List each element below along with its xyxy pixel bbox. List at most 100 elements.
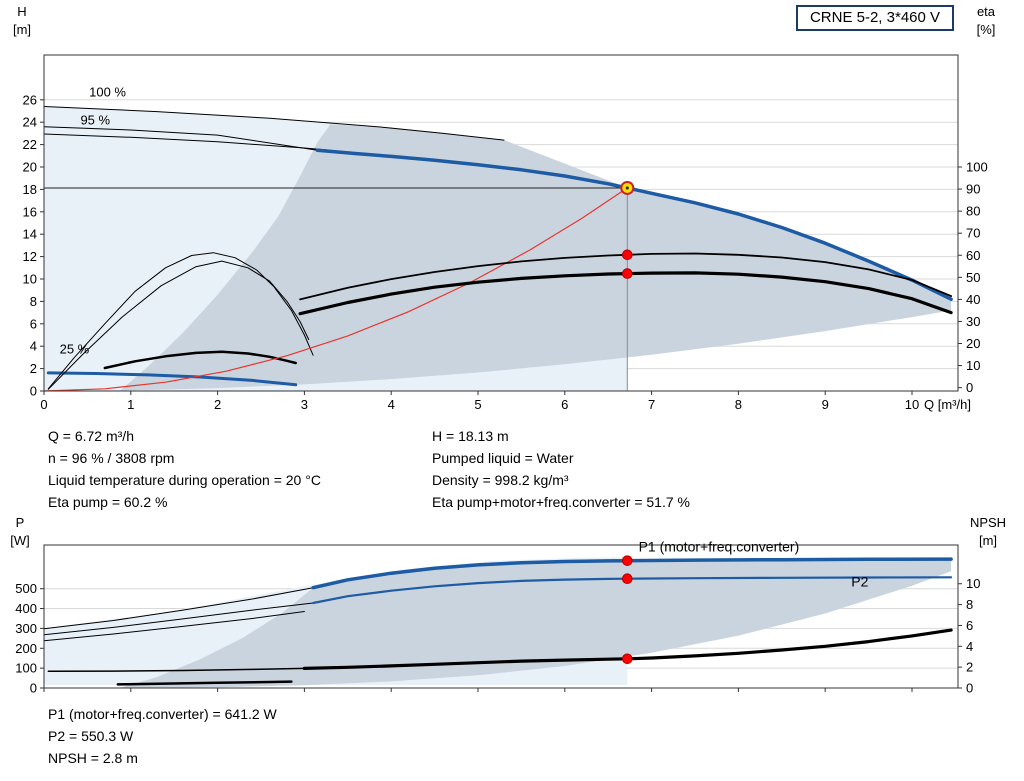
axis-title: H [17, 4, 26, 19]
y-left-tick-label: 0 [30, 681, 37, 696]
x-tick-label: 6 [561, 397, 568, 412]
duty-info-left: Q = 6.72 m³/h n = 96 % / 3808 rpm Liquid… [48, 425, 321, 513]
axis-title: [m] [979, 533, 997, 548]
y-left-tick-label: 22 [23, 137, 37, 152]
x-tick-label: 0 [40, 397, 47, 412]
envelope-gray [120, 559, 952, 688]
y-left-tick-label: 6 [30, 316, 37, 331]
y-left-tick-label: 4 [30, 339, 37, 354]
axis-title: [W] [10, 533, 30, 548]
y-left-tick-label: 300 [15, 621, 37, 636]
y-left-tick-label: 20 [23, 160, 37, 175]
y-left-tick-label: 100 [15, 661, 37, 676]
x-tick-label: 4 [388, 397, 395, 412]
series-eta-bell-1 [47, 252, 314, 390]
info-liquid-temp: Liquid temperature during operation = 20… [48, 472, 321, 488]
x-tick-label: 9 [822, 397, 829, 412]
x-tick-label: 7 [648, 397, 655, 412]
duty-info-right: H = 18.13 m Pumped liquid = Water Densit… [432, 425, 690, 513]
series-p2-curve [312, 576, 953, 605]
axis-title: NPSH [970, 515, 1006, 530]
y-left-tick-label: 200 [15, 641, 37, 656]
curve-label: 100 % [89, 84, 126, 99]
x-tick-label: 5 [474, 397, 481, 412]
qh-chart[interactable]: 0246810121416182022242601020304050607080… [0, 0, 1024, 430]
series-pump-curve-25 [46, 371, 298, 387]
y-right-tick-label: 40 [966, 292, 980, 307]
x-tick-label: 8 [735, 397, 742, 412]
y-right-tick-label: 20 [966, 336, 980, 351]
result-dot [621, 573, 633, 585]
x-tick-label: 2 [214, 397, 221, 412]
curve-label: 25 % [60, 341, 90, 356]
y-right-tick-label: 4 [966, 639, 973, 654]
info-head: H = 18.13 m [432, 428, 509, 444]
info-eta-pump: Eta pump = 60.2 % [48, 494, 168, 510]
series-eta-25 [103, 350, 297, 370]
power-info: P1 (motor+freq.converter) = 641.2 W P2 =… [48, 703, 277, 769]
pump-type-box: CRNE 5-2, 3*460 V [796, 5, 954, 31]
info-density: Density = 998.2 kg/m³ [432, 472, 569, 488]
y-right-tick-label: 80 [966, 204, 980, 219]
x-axis-title: Q [m³/h] [924, 397, 971, 412]
y-left-tick-label: 24 [23, 115, 37, 130]
y-left-tick-label: 18 [23, 182, 37, 197]
series-p-min [116, 680, 293, 686]
envelope-gray [120, 124, 952, 391]
power-npsh-chart[interactable]: 0 100 200 300 400 500 0 2 4 6 8 10 P [W] NPSH [m] P1 (mo… [0, 515, 1024, 710]
y-right-tick-label: 90 [966, 182, 980, 197]
y-left-tick-label: 26 [23, 92, 37, 107]
info-p2: P2 = 550.3 W [48, 728, 134, 744]
series-p1-ext [43, 587, 314, 630]
y-left-tick-label: 0 [30, 384, 37, 399]
y-right-tick-label: 60 [966, 248, 980, 263]
y-right-tick-label: 50 [966, 270, 980, 285]
result-dot [621, 555, 633, 566]
curve-label: 95 % [80, 112, 110, 127]
duty-point-center [625, 186, 629, 190]
plot-frame [43, 544, 959, 689]
series-speed-96-ext [43, 126, 318, 151]
y-right-tick-label: 30 [966, 314, 980, 329]
x-tick-label: 3 [301, 397, 308, 412]
info-p1: P1 (motor+freq.converter) = 641.2 W [48, 706, 277, 722]
plot-frame [43, 54, 959, 392]
x-tick-label: 10 [905, 397, 919, 412]
x-tick-label: 1 [127, 397, 134, 412]
result-dot [621, 653, 633, 665]
series-npsh-low [47, 667, 306, 673]
curve-label: P2 [851, 573, 868, 589]
y-left-tick-label: 16 [23, 204, 37, 219]
pump-type-label: CRNE 5-2, 3*460 V [809, 9, 941, 26]
y-right-tick-label: 2 [966, 660, 973, 675]
y-left-tick-label: 400 [15, 601, 37, 616]
y-left-tick-label: 8 [30, 294, 37, 309]
info-speed: n = 96 % / 3808 rpm [48, 450, 175, 466]
series-p1-curve [311, 557, 953, 590]
info-flow: Q = 6.72 m³/h [48, 428, 134, 444]
y-left-tick-label: 10 [23, 272, 37, 287]
axis-title: [m] [13, 22, 31, 37]
result-dot [621, 268, 633, 279]
info-npsh: NPSH = 2.8 m [48, 750, 138, 766]
y-right-tick-label: 70 [966, 226, 980, 241]
y-left-tick-label: 14 [23, 227, 37, 242]
y-right-tick-label: 8 [966, 597, 973, 612]
y-right-tick-label: 0 [966, 380, 973, 395]
info-pumped-liquid: Pumped liquid = Water [432, 450, 574, 466]
axis-title: eta [977, 4, 996, 19]
y-right-tick-label: 10 [966, 358, 980, 373]
y-right-tick-label: 6 [966, 618, 973, 633]
curve-label: P1 (motor+freq.converter) [639, 538, 800, 554]
y-left-tick-label: 12 [23, 249, 37, 264]
series-speed-100 [43, 106, 505, 141]
y-right-tick-label: 100 [966, 160, 988, 175]
y-left-tick-label: 500 [15, 581, 37, 596]
axis-title: [%] [977, 22, 996, 37]
series-p-ext-3 [43, 611, 305, 642]
y-right-tick-label: 0 [966, 681, 973, 696]
info-eta-total: Eta pump+motor+freq.converter = 51.7 % [432, 494, 690, 510]
series-speed-95 [43, 133, 331, 151]
y-left-tick-label: 2 [30, 361, 37, 376]
